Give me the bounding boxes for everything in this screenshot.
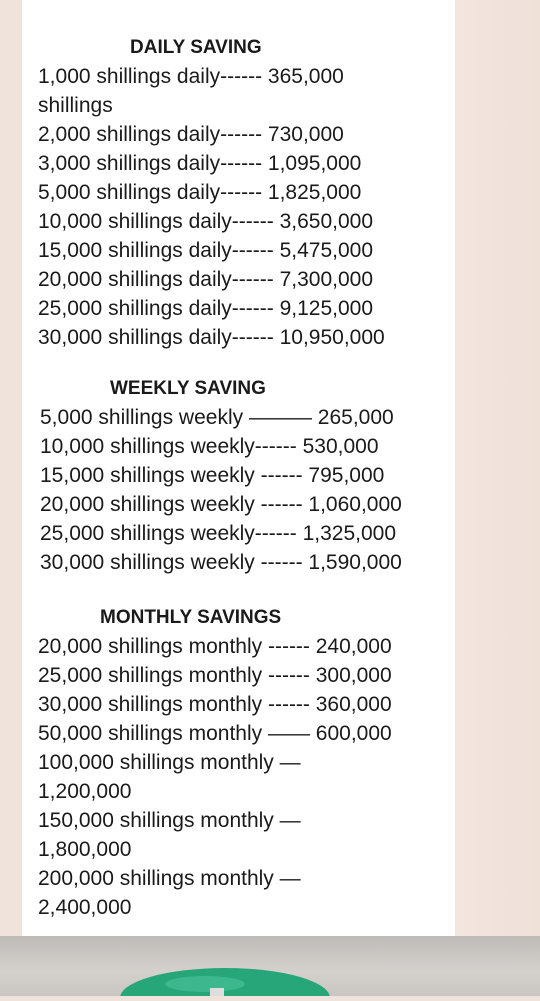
label-tag — [210, 988, 224, 996]
section-title: WEEKLY SAVING — [110, 378, 266, 399]
saving-line: 3,000 shillings daily------ 1,095,000 — [38, 152, 362, 175]
background-strip — [455, 0, 540, 936]
section-title: MONTHLY SAVINGS — [100, 607, 282, 628]
saving-line: 150,000 shillings monthly — 1,800,000 — [38, 809, 301, 861]
text-panel: DAILY SAVING 1,000 shillings daily------ … — [22, 0, 455, 936]
saving-line: 15,000 shillings weekly ------ 795,000 — [40, 464, 385, 487]
saving-line: 10,000 shillings weekly------ 530,000 — [40, 435, 379, 458]
saving-line: 25,000 shillings weekly------ 1,325,000 — [40, 522, 397, 545]
saving-line: 30,000 shillings weekly ------ 1,590,000 — [40, 551, 402, 574]
saving-line: 1,000 shillings daily------ 365,000 shil… — [38, 65, 344, 117]
saving-line: 25,000 shillings daily------ 9,125,000 — [38, 297, 374, 320]
saving-line: 30,000 shillings daily------ 10,950,000 — [38, 326, 385, 349]
weekly-section: WEEKLY SAVING 5,000 shillings weekly ——— … — [22, 374, 455, 577]
saving-line: 5,000 shillings daily------ 1,825,000 — [38, 181, 362, 204]
saving-line: 15,000 shillings daily------ 5,475,000 — [38, 239, 374, 262]
daily-section: DAILY SAVING 1,000 shillings daily------ … — [22, 33, 455, 352]
saving-line: 20,000 shillings daily------ 7,300,000 — [38, 268, 374, 291]
saving-line: 25,000 shillings monthly ------ 300,000 — [38, 664, 392, 687]
saving-line: 10,000 shillings daily------ 3,650,000 — [38, 210, 374, 233]
saving-line: 50,000 shillings monthly —— 600,000 — [38, 722, 392, 745]
photo — [120, 968, 330, 1001]
saving-line: 30,000 shillings monthly ------ 360,000 — [38, 693, 392, 716]
section-title: DAILY SAVING — [130, 37, 262, 58]
photo-floor — [0, 936, 540, 1001]
saving-line: 20,000 shillings weekly ------ 1,060,000 — [40, 493, 402, 516]
saving-line: 20,000 shillings monthly ------ 240,000 — [38, 635, 392, 658]
monthly-section: MONTHLY SAVINGS 20,000 shillings monthly … — [22, 603, 455, 922]
saving-line: 100,000 shillings monthly — 1,200,000 — [38, 751, 301, 803]
saving-line: 200,000 shillings monthly — 2,400,000 — [38, 867, 301, 919]
saving-line: 5,000 shillings weekly ——— 265,000 — [40, 406, 394, 429]
saving-line: 2,000 shillings daily------ 730,000 — [38, 123, 344, 146]
highlight — [165, 976, 245, 992]
